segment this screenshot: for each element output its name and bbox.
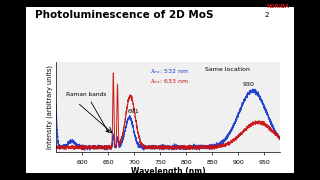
Text: $\lambda_{ex}$: 633 nm: $\lambda_{ex}$: 633 nm <box>150 77 189 86</box>
Text: 691: 691 <box>127 109 139 114</box>
X-axis label: Wavelength (nm): Wavelength (nm) <box>131 167 205 176</box>
Text: Same location: Same location <box>205 67 250 72</box>
Text: $_2$: $_2$ <box>264 10 270 20</box>
Text: Photoluminescence of 2D MoS: Photoluminescence of 2D MoS <box>35 10 214 20</box>
Y-axis label: Intensity (arbitrary units): Intensity (arbitrary units) <box>47 65 53 149</box>
Text: Raman bands: Raman bands <box>67 92 108 132</box>
Text: $\lambda_{ex}$: 532 nm: $\lambda_{ex}$: 532 nm <box>150 67 189 76</box>
Text: HORIBA: HORIBA <box>267 4 290 10</box>
Text: 930: 930 <box>243 82 255 87</box>
